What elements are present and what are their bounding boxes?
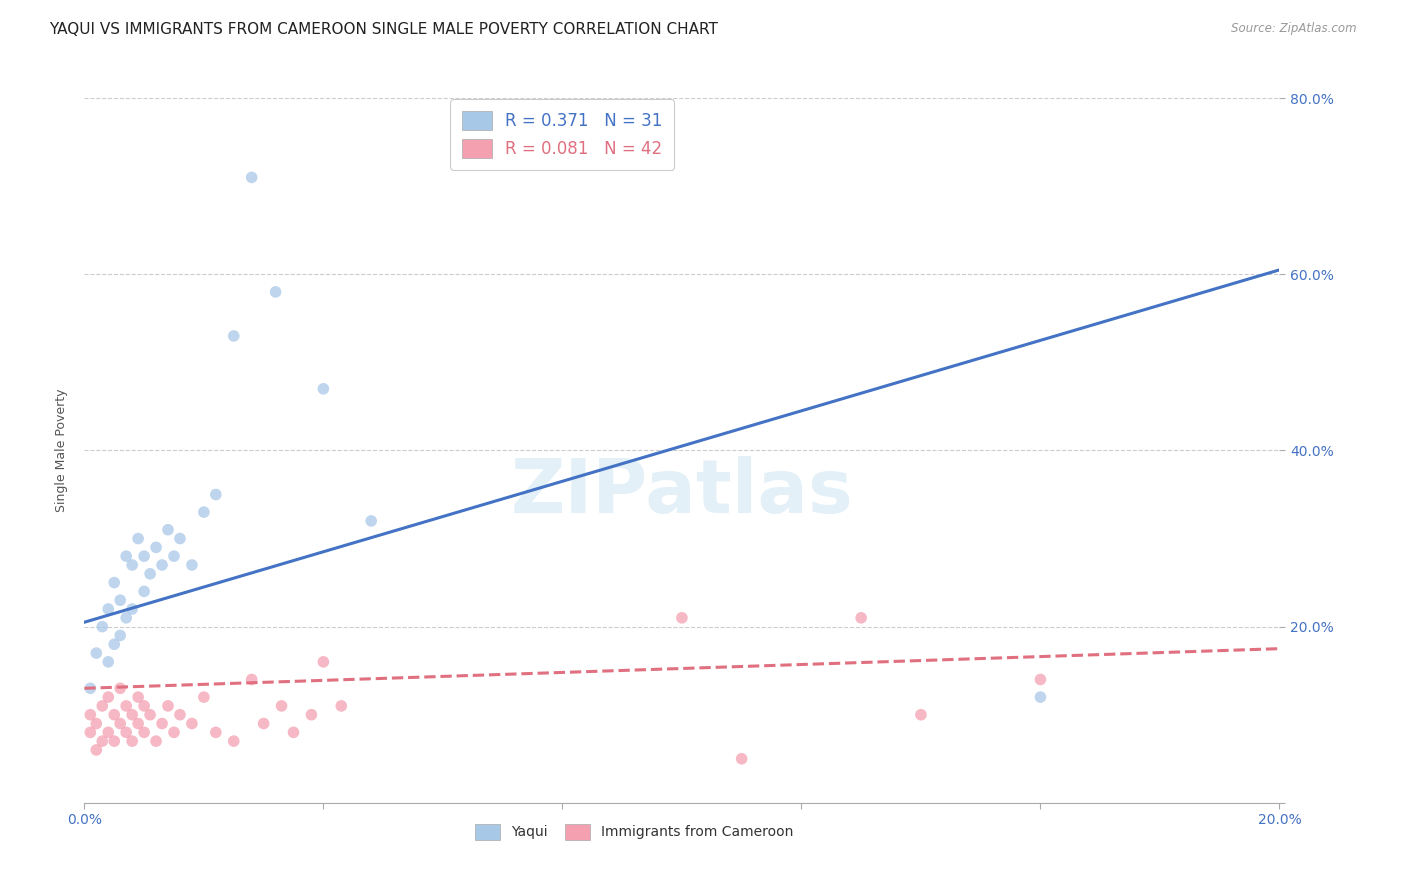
Point [312,382,335,396]
Point [150,558,173,572]
Point [139,707,162,722]
Point [86,743,108,757]
Point [79,707,101,722]
Point [205,725,228,739]
Point [222,734,245,748]
Point [115,725,138,739]
Point [91,619,114,633]
Y-axis label: Single Male Poverty: Single Male Poverty [55,389,67,512]
Legend: Yaqui, Immigrants from Cameroon: Yaqui, Immigrants from Cameroon [470,818,799,846]
Point [115,549,138,564]
Point [150,716,173,731]
Point [97,725,120,739]
Point [132,549,156,564]
Point [79,725,101,739]
Point [121,734,143,748]
Point [103,734,125,748]
Point [103,575,125,590]
Point [1029,690,1052,705]
Point [127,690,149,705]
Point [1029,673,1052,687]
Point [132,584,156,599]
Point [121,707,143,722]
Point [103,707,125,722]
Point [97,602,120,616]
Point [163,549,186,564]
Point [330,698,353,713]
Point [181,558,204,572]
Point [312,655,335,669]
Point [157,698,180,713]
Point [86,716,108,731]
Point [132,698,156,713]
Point [222,329,245,343]
Point [169,532,191,546]
Point [121,602,143,616]
Point [240,673,263,687]
Point [110,628,132,642]
Point [79,681,101,696]
Point [851,611,873,625]
Point [169,707,191,722]
Text: YAQUI VS IMMIGRANTS FROM CAMEROON SINGLE MALE POVERTY CORRELATION CHART: YAQUI VS IMMIGRANTS FROM CAMEROON SINGLE… [49,22,718,37]
Point [193,690,215,705]
Point [110,681,132,696]
Point [97,655,120,669]
Point [910,707,932,722]
Point [91,734,114,748]
Point [110,593,132,607]
Point [91,698,114,713]
Point [205,487,228,501]
Point [270,698,292,713]
Text: Source: ZipAtlas.com: Source: ZipAtlas.com [1232,22,1357,36]
Point [132,725,156,739]
Point [115,698,138,713]
Point [157,523,180,537]
Point [240,170,263,185]
Point [127,532,149,546]
Point [360,514,382,528]
Point [110,716,132,731]
Point [86,646,108,660]
Point [127,716,149,731]
Point [103,637,125,651]
Point [181,716,204,731]
Point [115,611,138,625]
Point [253,716,276,731]
Point [671,611,693,625]
Point [283,725,305,739]
Point [163,725,186,739]
Point [139,566,162,581]
Point [731,752,754,766]
Text: ZIPatlas: ZIPatlas [510,456,853,529]
Point [193,505,215,519]
Point [264,285,287,299]
Point [145,734,167,748]
Point [301,707,323,722]
Point [121,558,143,572]
Point [145,541,167,555]
Point [97,690,120,705]
